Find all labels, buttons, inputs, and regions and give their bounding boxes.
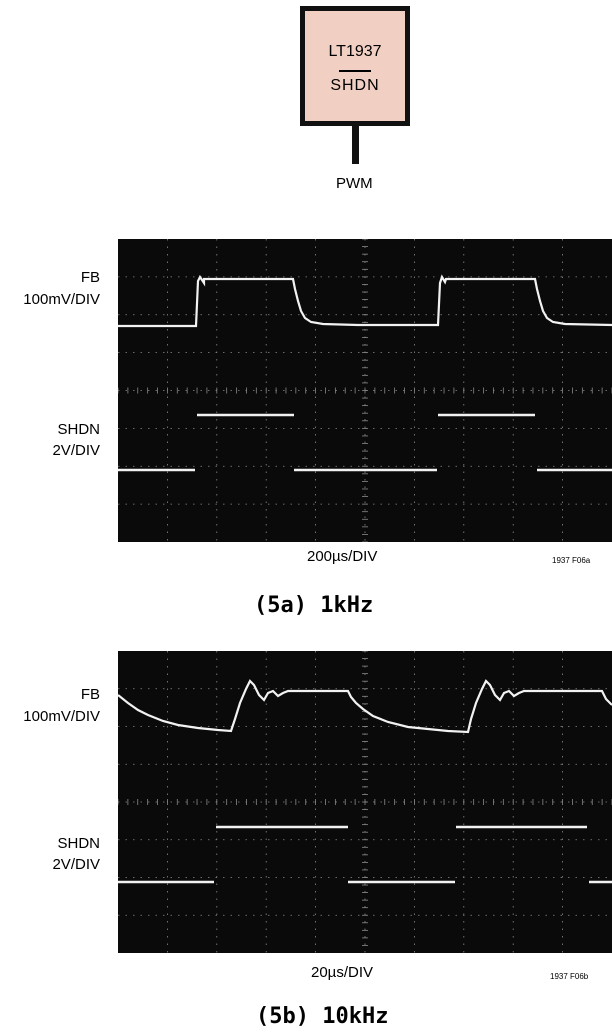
scope-a-fb-label: FB (80, 269, 100, 286)
scope-a-figure-tag: 1937 F06a (552, 556, 591, 565)
scope-a-shdn-scale: 2V/DIV (52, 442, 100, 459)
oscilloscope-screen-10khz (118, 651, 612, 953)
scope-b-shdn-trace (118, 825, 612, 884)
lt1937-chip: LT1937 SHDN (300, 6, 410, 126)
scope-b-figure-tag: 1937 F06b (550, 972, 589, 981)
scope-a-grid (118, 239, 612, 542)
chip-pin-lead (352, 126, 359, 164)
pwm-input-label: PWM (336, 175, 373, 192)
scope-b-shdn-scale: 2V/DIV (52, 856, 100, 873)
scope-b-fb-label: FB (80, 686, 100, 703)
scope-b-fb-scale: 100mV/DIV (23, 708, 100, 725)
scope-b-time-scale: 20µs/DIV (311, 964, 373, 981)
scope-a-time-scale: 200µs/DIV (307, 548, 378, 565)
scope-a-caption: (5a) 1kHz (254, 593, 374, 618)
scope-a-shdn-label: SHDN (57, 421, 100, 438)
scope-b-shdn-label: SHDN (57, 835, 100, 852)
scope-b-grid (118, 651, 612, 953)
scope-b-fb-trace (118, 679, 612, 734)
scope-a-shdn-trace (118, 413, 612, 472)
scope-a-fb-scale: 100mV/DIV (23, 291, 100, 308)
scope-a-svg (118, 239, 612, 542)
shdn-overbar (339, 70, 371, 72)
scope-b-svg (118, 651, 612, 953)
scope-a-fb-trace (118, 274, 612, 328)
scope-b-caption: (5b) 10kHz (256, 1004, 389, 1029)
chip-part-number: LT1937 (328, 43, 382, 60)
chip-pin-name: SHDN (330, 77, 380, 94)
oscilloscope-screen-1khz (118, 239, 612, 542)
